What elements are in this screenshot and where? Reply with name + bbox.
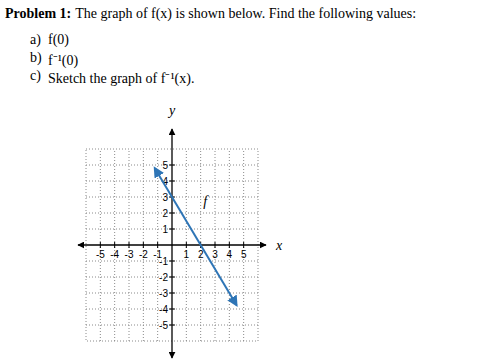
x-tick [186, 242, 187, 248]
x-tick-label: 1 [184, 249, 190, 260]
y-tick [169, 261, 175, 262]
y-tick [169, 213, 175, 214]
y-tick-label: 1 [162, 224, 168, 235]
grid-line [86, 165, 258, 166]
x-tick-label: 4 [227, 249, 233, 260]
x-tick-label: -4 [110, 249, 119, 260]
x-tick [114, 242, 115, 248]
plot-area [155, 168, 237, 305]
y-tick-label: -4 [159, 304, 168, 315]
y-tick-label: 2 [162, 208, 168, 219]
y-tick-label: -2 [159, 272, 168, 283]
item-text: Sketch the graph of f⁻¹(x). [48, 68, 194, 87]
x-tick [157, 242, 158, 248]
grid-line [143, 149, 144, 341]
y-tick-label: 3 [162, 192, 168, 203]
x-tick-label: 5 [241, 249, 247, 260]
item-text: f⁻¹(0) [48, 50, 78, 69]
grid-line [114, 149, 115, 341]
problem-statement: The graph of f(x) is shown below. Find t… [75, 6, 416, 22]
x-tick-label: -2 [139, 249, 148, 260]
grid-line [229, 149, 230, 341]
x-tick [100, 242, 101, 248]
grid-line [243, 149, 244, 341]
y-tick [169, 181, 175, 182]
x-tick [243, 242, 244, 248]
grid-line [157, 149, 158, 341]
item-letter: b) [30, 50, 42, 66]
x-tick-label: -5 [96, 249, 105, 260]
x-tick-label: -3 [125, 249, 134, 260]
y-tick [169, 165, 175, 166]
y-tick [169, 293, 175, 294]
problem-label: Problem 1: [5, 6, 71, 22]
x-tick [129, 242, 130, 248]
x-tick-label: 3 [212, 249, 218, 260]
grid-line [86, 181, 258, 182]
graph: -5-4-3-2-112345-5-4-3-2-112345xyf [0, 0, 499, 361]
x-tick [229, 242, 230, 248]
item-letter: a) [30, 32, 41, 48]
grid-line [186, 149, 187, 341]
grid-line [86, 293, 258, 294]
function-line [155, 168, 237, 305]
x-axis-label: x [275, 238, 283, 253]
item-text: f(0) [48, 32, 69, 48]
grid-line [100, 149, 101, 341]
grid-line [86, 325, 258, 326]
grid-line [86, 261, 258, 262]
y-tick-label: -1 [159, 256, 168, 267]
grid-line [86, 213, 258, 214]
y-tick-label: -5 [159, 320, 168, 331]
y-axis [171, 129, 172, 358]
grid-line [86, 277, 258, 278]
y-tick-label: -3 [159, 288, 168, 299]
grid-line [215, 149, 216, 341]
y-tick [169, 229, 175, 230]
grid-line [86, 309, 258, 310]
function-name: f [203, 194, 209, 209]
x-tick [143, 242, 144, 248]
item-letter: c) [30, 68, 41, 84]
y-tick-label: 5 [162, 160, 168, 171]
grid-line [129, 149, 130, 341]
y-tick [169, 277, 175, 278]
y-tick [169, 309, 175, 310]
grid-line [86, 229, 258, 230]
y-axis-label: y [167, 103, 176, 118]
y-tick [169, 325, 175, 326]
x-tick [215, 242, 216, 248]
